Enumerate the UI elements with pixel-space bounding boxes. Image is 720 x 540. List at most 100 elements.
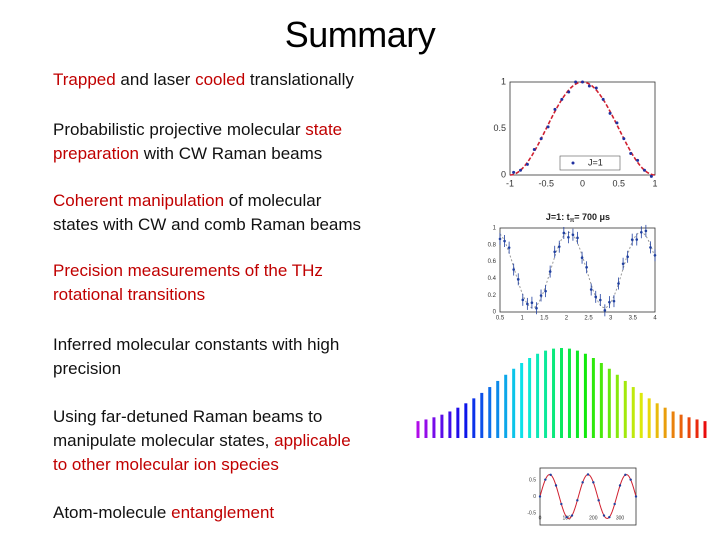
plot-frame [499,227,656,313]
data-point [653,253,657,257]
text-run: Probabilistic projective molecular [53,120,306,139]
bullet-line: Using far-detuned Raman beams to [53,405,351,429]
data-point [597,499,600,502]
data-point [553,250,557,254]
fit-curve [499,231,656,309]
data-point [594,295,598,299]
data-point [539,137,543,141]
data-point [525,162,529,166]
data-point [576,499,579,502]
data-point [587,84,591,88]
fit-curve [539,473,637,520]
text-run: precision [53,359,122,378]
data-point [613,502,616,506]
bullet-line: to other molecular ion species [53,453,351,477]
text-run: with CW Raman beams [139,144,323,163]
x-tick-label: 1.5 [540,316,549,322]
title-main: J=1: t [546,212,570,222]
y-tick-label: 0 [501,169,506,179]
data-point [581,80,584,84]
data-point [574,80,578,84]
data-point [519,168,523,172]
data-point [570,514,574,517]
x-tick-label: 4 [653,316,657,322]
x-tick-label: 3 [609,316,613,322]
legend-box [559,155,621,171]
bullet-line: Coherent manipulation of molecular [53,189,361,213]
x-tick-label: 3.5 [629,316,638,322]
data-point [598,298,602,302]
text-run: cooled [195,70,246,89]
data-point [608,300,611,304]
y-tick-label: 0.6 [488,259,497,265]
data-point [512,170,516,174]
data-point [629,152,633,156]
text-run: and laser [115,70,196,89]
y-tick-label: 0.5 [529,477,536,483]
data-point [581,481,584,484]
data-point [622,137,626,141]
y-tick-label: 1 [493,226,497,232]
x-tick-label: -1 [506,178,514,188]
text-run: rotational transitions [53,285,206,304]
y-tick-label: 0.8 [488,242,497,248]
data-point [626,255,629,259]
data-point [549,473,552,477]
data-point [629,478,632,481]
text-run: Trapped [53,70,116,89]
bullet-item: Atom-molecule entanglement [53,501,274,525]
text-run: Coherent manipulation [53,191,225,210]
data-point [585,265,588,269]
x-tick-label: 2 [565,316,569,322]
x-tick-label: 1 [520,316,524,322]
text-run: of molecular [224,191,322,210]
text-run: manipulate molecular states, [53,431,275,450]
data-point [589,288,593,291]
bullet-line: rotational transitions [53,283,323,307]
data-point [594,86,598,90]
text-run: translationally [245,70,354,89]
data-point [544,478,547,481]
slide-title: Summary [0,14,720,56]
text-run: Atom-molecule [53,503,172,522]
y-tick-label: 0.4 [488,276,497,282]
data-point [618,484,622,487]
x-tick-label: 0 [539,515,542,521]
data-point [634,495,638,498]
y-tick-label: -0.5 [527,510,536,516]
data-point [635,238,639,241]
bullet-line: manipulate molecular states, applicable [53,429,351,453]
data-point [649,246,652,249]
bullet-line: precision [53,357,339,381]
legend-marker [571,161,575,165]
data-point [532,148,536,152]
data-point [557,245,561,248]
data-point [548,270,552,273]
data-point [603,309,607,312]
data-point [507,246,511,249]
title-rest: = 700 μs [574,212,610,222]
y-tick-label: 0.2 [488,293,497,299]
y-tick-label: 1 [501,76,506,86]
text-run: applicable [274,431,351,450]
x-tick-label: 300 [616,515,625,521]
data-point [580,256,584,260]
x-tick-label: 1 [652,178,657,188]
data-point [576,236,579,240]
bullet-line: Precision measurements of the THz [53,259,323,283]
bullet-item: Probabilistic projective molecular state… [53,118,342,166]
data-point [521,298,525,302]
data-point [601,97,605,101]
data-point [586,473,590,476]
data-point [649,174,653,178]
text-run: Inferred molecular constants with high [53,335,340,354]
data-point [567,90,571,94]
bullet-item: Precision measurements of the THz rotatio… [53,259,323,307]
data-point [571,233,575,237]
bullet-line: Probabilistic projective molecular state [53,118,342,142]
title-text: Summary [284,14,436,55]
plot-title: J=1: tπ= 700 μs [546,212,610,223]
data-point [512,268,515,271]
bullet-item: Inferred molecular constants with high pr… [53,333,339,381]
data-point [530,301,534,304]
